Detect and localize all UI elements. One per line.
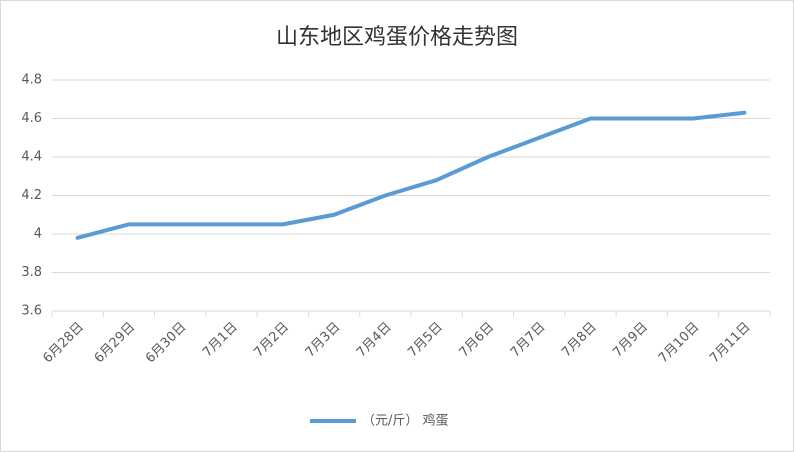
chart-title: 山东地区鸡蛋价格走势图 <box>276 25 518 50</box>
y-tick-label: 4 <box>34 227 42 242</box>
y-tick-label: 4.4 <box>21 150 42 165</box>
y-tick-label: 4.8 <box>21 73 42 88</box>
legend-label: （元/斤） 鸡蛋 <box>362 413 449 429</box>
y-tick-label: 4.2 <box>21 188 42 203</box>
y-tick-label: 4.6 <box>21 111 42 126</box>
series-line <box>75 110 747 240</box>
y-tick-label: 3.8 <box>21 265 42 280</box>
y-tick-label: 3.6 <box>21 304 42 319</box>
